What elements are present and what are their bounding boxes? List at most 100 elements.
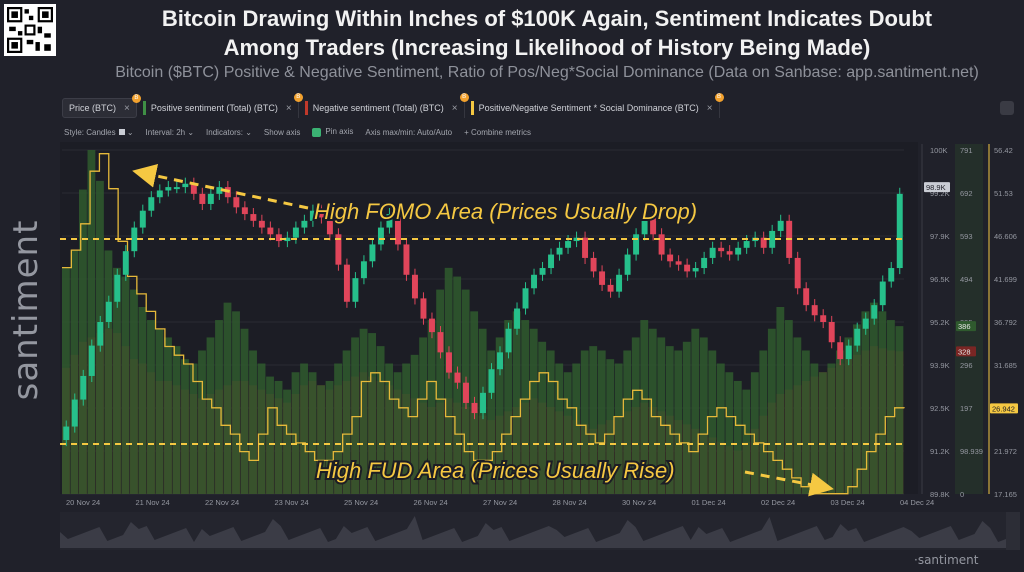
positive-bar [844, 337, 853, 494]
headline-line-1: Bitcoin Drawing Within Inches of $100K A… [161, 6, 933, 31]
candle-body [658, 234, 665, 255]
metric-chip-ratio[interactable]: Positive/Negative Sentiment * Social Dom… [465, 93, 724, 118]
bitcoin-icon: B [293, 93, 303, 102]
x-tick-label: 28 Nov 24 [553, 498, 587, 507]
positive-bar [555, 363, 564, 494]
candle-body [794, 257, 801, 289]
pin-axis-toggle[interactable]: Pin axis [312, 127, 353, 137]
combine-metrics-label: + Combine metrics [464, 127, 531, 137]
style-select[interactable]: Style: Candles ⌄ [64, 128, 134, 137]
candle-body [573, 237, 580, 242]
positive-bar [215, 320, 223, 494]
axis-tick-label: 98.939 [960, 447, 983, 456]
x-tick-label: 01 Dec 24 [692, 498, 726, 507]
positive-bar [164, 337, 172, 494]
positive-bar [818, 372, 827, 494]
chart-settings-button[interactable] [1000, 101, 1014, 115]
combine-metrics-button[interactable]: + Combine metrics [464, 128, 531, 137]
positive-bar [351, 337, 359, 494]
positive-bar [827, 363, 836, 494]
positive-bar [606, 359, 615, 494]
positive-bar [597, 350, 606, 494]
positive-bar [784, 320, 793, 494]
metric-chip-negative[interactable]: Negative sentiment (Total) (BTC) × B [299, 93, 469, 118]
positive-bar [538, 341, 547, 494]
candle-body [803, 288, 810, 306]
qr-code [4, 4, 56, 56]
positive-bar [436, 289, 445, 494]
axis-minmax-select[interactable]: Axis max/min: Auto/Auto [365, 128, 452, 137]
candle-body [326, 217, 333, 235]
axis-tick-label: 99.2K [930, 189, 950, 198]
positive-bar [240, 328, 249, 494]
close-icon[interactable]: × [706, 102, 713, 114]
scrollbar[interactable] [1006, 512, 1020, 550]
x-tick-label: 22 Nov 24 [205, 498, 239, 507]
volume-area [60, 516, 1006, 548]
candle-body [590, 257, 597, 272]
positive-bar [104, 250, 113, 494]
positive-bar [130, 289, 138, 494]
positive-bar [368, 333, 377, 494]
positive-bar [716, 363, 725, 494]
axis-tick-label: 197 [960, 404, 973, 413]
candle-body [139, 210, 146, 228]
candle-body [692, 268, 699, 272]
candle-body [122, 251, 129, 275]
positive-bar [495, 337, 504, 494]
x-tick-label: 02 Dec 24 [761, 498, 795, 507]
x-tick-label: 04 Dec 24 [900, 498, 934, 507]
positive-bar [631, 337, 640, 494]
positive-bar [767, 328, 776, 494]
positive-bar [359, 328, 368, 494]
candle-body [446, 352, 452, 373]
positive-bar [580, 350, 589, 494]
checkbox-checked-icon [312, 127, 322, 137]
positive-bar [308, 372, 317, 494]
axis-tick-label: 296 [960, 361, 973, 370]
positive-bar [419, 337, 428, 494]
x-tick-label: 30 Nov 24 [622, 498, 656, 507]
metric-bar: Price (BTC) × B Positive sentiment (Tota… [62, 93, 724, 119]
current-value-tag [924, 182, 950, 193]
candle-body [599, 271, 606, 285]
ratio-line [62, 153, 905, 495]
candle-body [845, 345, 852, 360]
positive-bar [300, 363, 308, 494]
bitcoin-icon: B [459, 93, 469, 102]
close-icon[interactable]: × [285, 102, 292, 114]
candle-body [565, 241, 572, 248]
positive-bar [886, 320, 895, 494]
close-icon[interactable]: × [124, 102, 130, 114]
candle-body [411, 274, 418, 299]
candle-body [641, 217, 648, 235]
positive-bar [733, 380, 742, 494]
positive-bar [852, 324, 861, 494]
positive-bar [223, 302, 232, 494]
axis-tick-label: 46.606 [994, 232, 1017, 241]
positive-bar [325, 380, 334, 494]
axis-tick-label: 36.792 [994, 318, 1017, 327]
candle-body [360, 261, 367, 279]
positive-bar [563, 372, 572, 494]
metric-chip-price[interactable]: Price (BTC) × B [62, 94, 141, 118]
positive-bar [385, 363, 394, 494]
x-tick-label: 25 Nov 24 [344, 498, 378, 507]
indicators-label: Indicators: [206, 127, 243, 137]
axis-tick-label: 51.53 [994, 189, 1013, 198]
x-tick-label: 03 Dec 24 [831, 498, 865, 507]
close-icon[interactable]: × [451, 102, 458, 114]
candle-body [505, 328, 512, 353]
interval-select[interactable]: Interval: 2h ⌄ [146, 128, 195, 137]
candle-body [879, 281, 886, 306]
axis-tick-label: 791 [960, 146, 973, 155]
candle-body [514, 308, 520, 329]
metric-chip-positive[interactable]: Positive sentiment (Total) (BTC) × B [137, 93, 303, 118]
positive-bar [147, 320, 155, 494]
indicators-select[interactable]: Indicators: ⌄ [206, 128, 252, 137]
positive-bar [725, 372, 734, 494]
show-axis-toggle[interactable]: Show axis [264, 128, 300, 137]
positive-bar [181, 359, 189, 494]
positive-bar [444, 267, 453, 494]
